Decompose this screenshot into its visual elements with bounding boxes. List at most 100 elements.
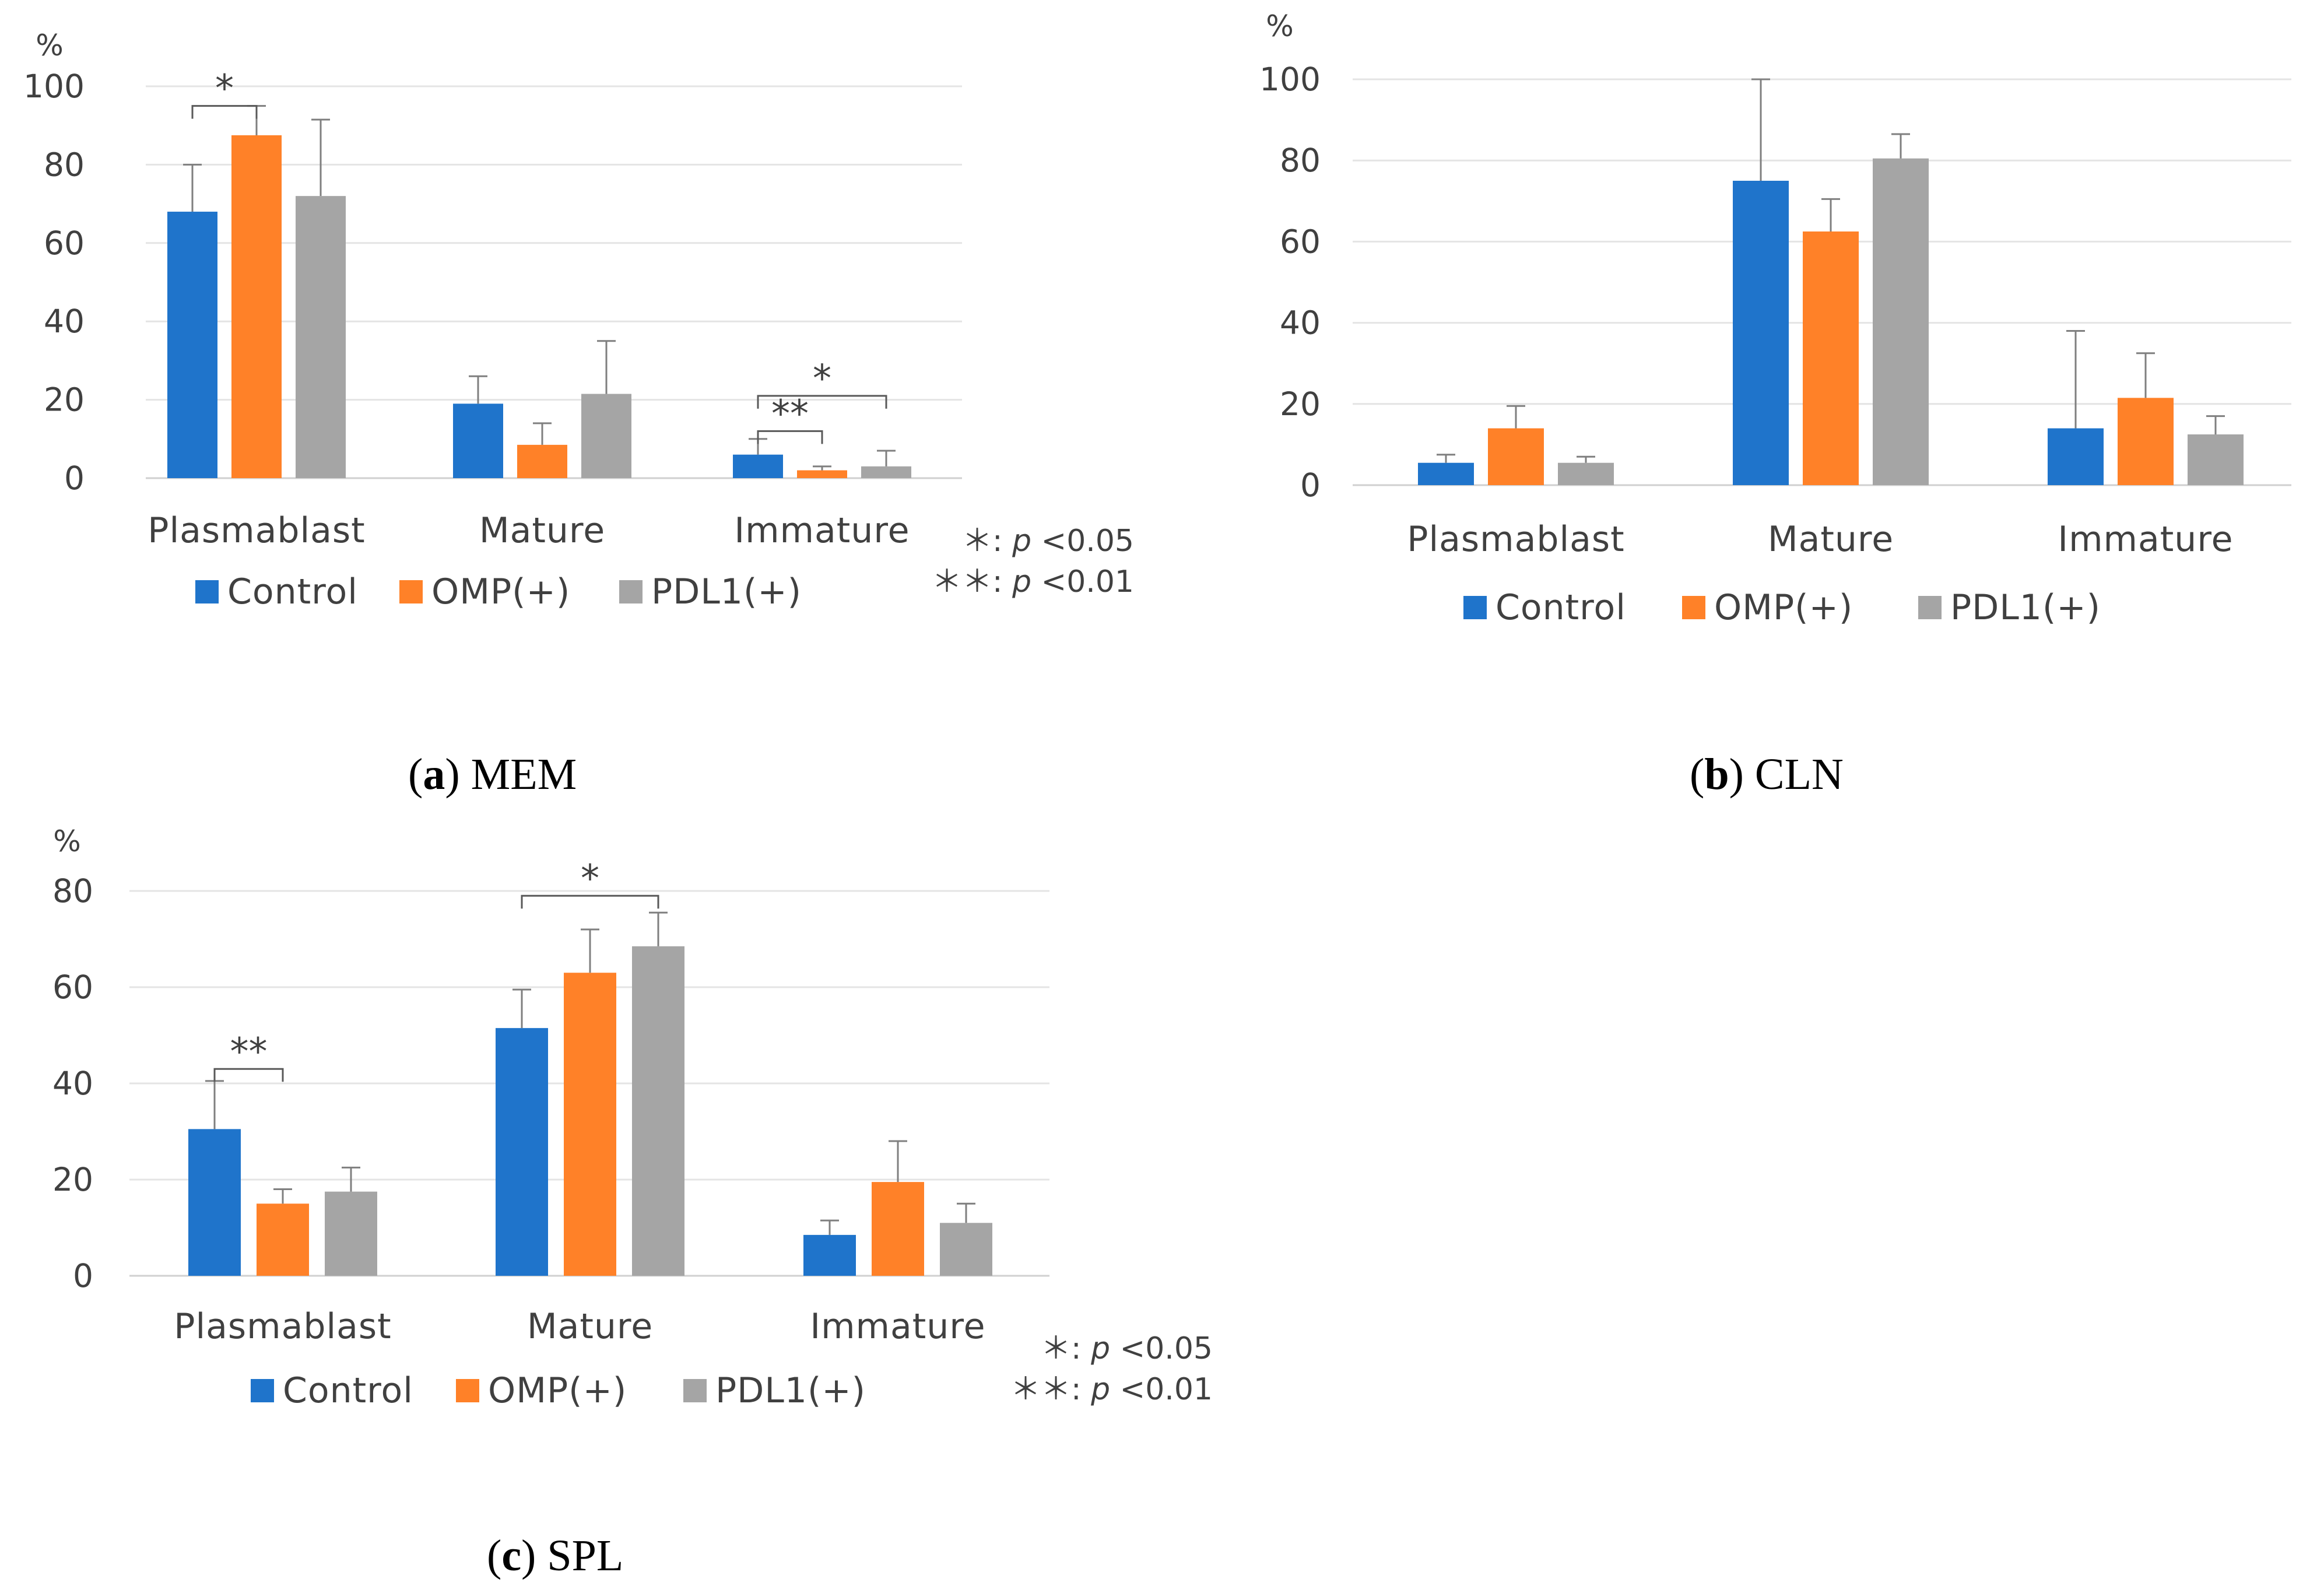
bar-omp-plasmablast xyxy=(257,1203,309,1276)
bar-control-plasmablast xyxy=(1418,462,1474,485)
category-label-mature: Mature xyxy=(527,1306,653,1347)
legend-swatch-control xyxy=(1463,596,1487,619)
note-stars: ＊＊: xyxy=(1010,1372,1091,1407)
bar-pdl1-immature xyxy=(861,466,911,478)
bar-pdl1-mature xyxy=(581,394,631,478)
y-tick-label: 20 xyxy=(1280,385,1321,423)
note-stars: ＊: xyxy=(1041,1331,1091,1366)
y-tick-label: 40 xyxy=(44,303,85,340)
y-tick-label: 100 xyxy=(23,68,85,105)
significance-label: ** xyxy=(771,392,809,436)
bar-omp-immature xyxy=(872,1182,924,1276)
category-label-immature: Immature xyxy=(2058,519,2233,560)
bar-control-mature xyxy=(1733,181,1789,485)
legend-label-control: Control xyxy=(283,1370,413,1411)
category-label-plasmablast: Plasmablast xyxy=(1407,519,1624,560)
bar-pdl1-mature xyxy=(632,946,684,1276)
category-label-immature: Immature xyxy=(734,510,910,551)
legend-label-pdl1: PDL1(+) xyxy=(651,571,802,612)
bar-control-immature xyxy=(803,1234,856,1276)
significance-bracket xyxy=(213,1068,284,1082)
significance-bracket xyxy=(757,430,823,444)
significance-label: ** xyxy=(230,1030,268,1073)
bar-pdl1-plasmablast xyxy=(296,196,346,478)
note-threshold: <0.05 xyxy=(1110,1331,1213,1366)
category-label-mature: Mature xyxy=(479,510,605,551)
note-threshold: <0.05 xyxy=(1031,524,1134,559)
legend-label-pdl1: PDL1(+) xyxy=(1950,587,2101,628)
legend-swatch-omp xyxy=(456,1379,479,1402)
legend-swatch-pdl1 xyxy=(1918,596,1942,619)
y-tick-label: 20 xyxy=(44,381,85,419)
note-stars: ＊＊: xyxy=(932,564,1012,599)
bar-omp-plasmablast xyxy=(231,135,282,478)
bar-omp-mature xyxy=(517,444,567,478)
bar-omp-immature xyxy=(797,470,847,478)
bar-pdl1-immature xyxy=(940,1223,992,1276)
significance-note: ＊＊: p <0.01 xyxy=(932,564,1134,599)
y-tick-label: 20 xyxy=(52,1161,93,1198)
bar-control-plasmablast xyxy=(188,1129,241,1276)
note-stars: ＊: xyxy=(962,524,1012,559)
legend-swatch-omp xyxy=(399,580,423,603)
caption-b: (b) CLN xyxy=(1690,750,1844,799)
bar-pdl1-mature xyxy=(1873,158,1929,486)
significance-note: ＊＊: p <0.01 xyxy=(1010,1372,1213,1407)
legend-label-omp: OMP(+) xyxy=(488,1370,627,1411)
bar-omp-immature xyxy=(2118,398,2174,485)
category-label-plasmablast: Plasmablast xyxy=(148,510,365,551)
y-unit-label: % xyxy=(1266,9,1294,43)
y-tick-label: 80 xyxy=(1280,142,1321,179)
bar-omp-plasmablast xyxy=(1488,428,1544,485)
y-tick-label: 0 xyxy=(73,1257,93,1294)
category-label-plasmablast: Plasmablast xyxy=(174,1306,391,1347)
bar-control-mature xyxy=(496,1028,548,1276)
category-label-mature: Mature xyxy=(1768,519,1894,560)
y-unit-label: % xyxy=(36,29,64,62)
bar-control-immature xyxy=(733,454,783,478)
significance-note: ＊: p <0.05 xyxy=(1041,1331,1213,1366)
significance-label: * xyxy=(215,68,234,111)
y-tick-label: 80 xyxy=(44,146,85,183)
note-p: p xyxy=(1090,1372,1110,1407)
chart-b: % 0 20 40 60 80 100 Plasmablast Mature Immature Co… xyxy=(1259,9,2291,628)
legend-label-control: Control xyxy=(1495,587,1626,628)
y-unit-label: % xyxy=(53,824,81,858)
legend-swatch-pdl1 xyxy=(619,580,643,603)
caption-a: (a) MEM xyxy=(408,750,577,799)
significance-bracket xyxy=(757,395,887,409)
legend-label-omp: OMP(+) xyxy=(431,571,570,612)
significance-label: * xyxy=(813,357,831,401)
y-tick-label: 40 xyxy=(52,1065,93,1102)
significance-label: * xyxy=(581,857,599,900)
y-tick-label: 0 xyxy=(64,459,85,497)
bar-control-immature xyxy=(2048,428,2104,485)
bar-pdl1-immature xyxy=(2188,434,2244,485)
note-p: p xyxy=(1012,524,1031,559)
bar-control-mature xyxy=(453,403,503,478)
significance-bracket xyxy=(521,894,659,909)
legend-label-pdl1: PDL1(+) xyxy=(715,1370,866,1411)
legend-swatch-control xyxy=(251,1379,274,1402)
y-tick-label: 60 xyxy=(44,224,85,262)
legend-swatch-control xyxy=(195,580,219,603)
caption-c: (c) SPL xyxy=(487,1531,624,1580)
y-tick-label: 0 xyxy=(1300,466,1321,504)
bar-pdl1-plasmablast xyxy=(1558,462,1614,485)
bar-omp-mature xyxy=(1803,231,1859,485)
bar-omp-mature xyxy=(564,973,616,1276)
note-threshold: <0.01 xyxy=(1110,1372,1213,1407)
legend-swatch-pdl1 xyxy=(683,1379,707,1402)
bar-control-plasmablast xyxy=(167,212,217,478)
note-threshold: <0.01 xyxy=(1031,564,1134,599)
note-p: p xyxy=(1090,1331,1110,1366)
y-tick-label: 60 xyxy=(52,969,93,1006)
y-tick-label: 40 xyxy=(1280,304,1321,342)
y-tick-label: 80 xyxy=(52,872,93,910)
legend-swatch-omp xyxy=(1682,596,1705,619)
legend-label-omp: OMP(+) xyxy=(1714,587,1853,628)
significance-note: ＊: p <0.05 xyxy=(962,524,1134,559)
